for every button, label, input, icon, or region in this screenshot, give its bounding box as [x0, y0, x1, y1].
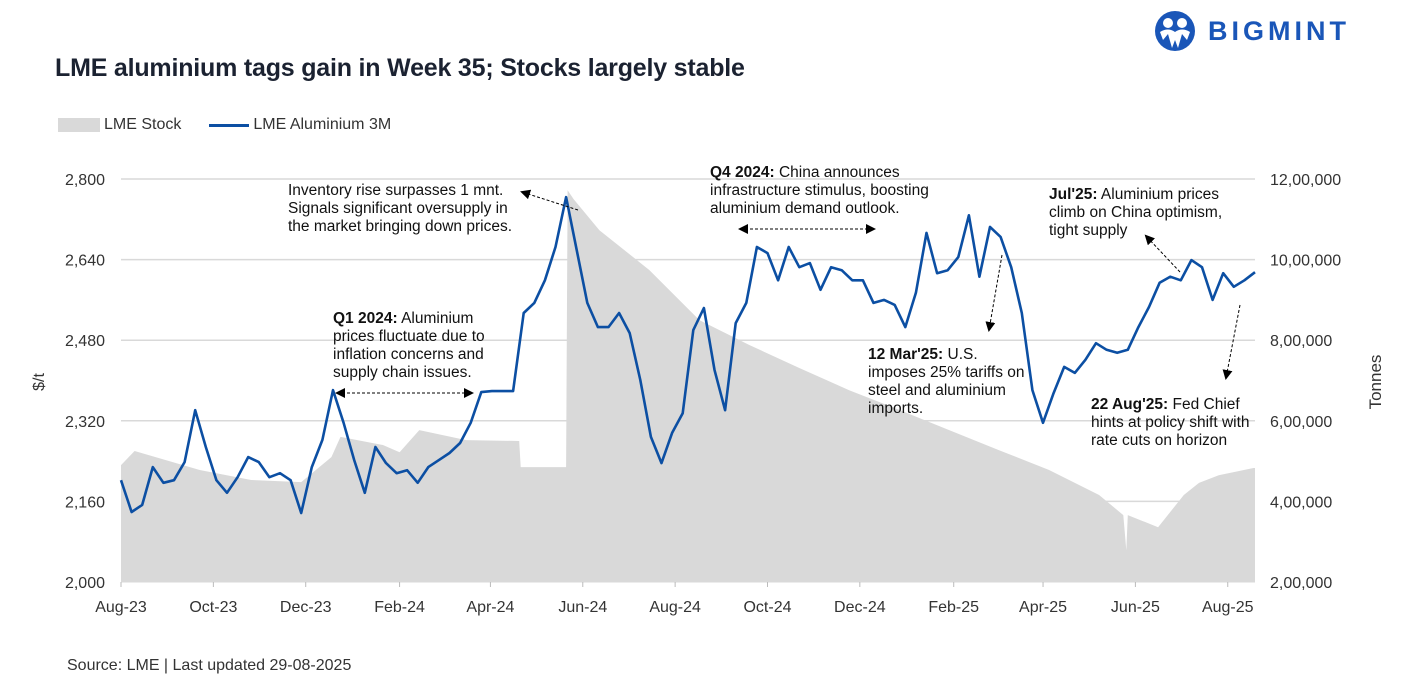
source-note: Source: LME | Last updated 29-08-2025: [67, 657, 352, 674]
x-tick-label: Jun-25: [1111, 599, 1160, 616]
y-right-tick-label: 12,00,000: [1270, 172, 1341, 189]
legend-swatch-stock: [58, 118, 100, 132]
y-left-tick-label: 2,000: [65, 575, 105, 592]
x-tick-label: Apr-24: [466, 599, 514, 616]
y-right-tick-label: 10,00,000: [1270, 253, 1341, 270]
annotation-inventory: Inventory rise surpasses 1 mnt. Signals …: [288, 182, 513, 235]
y-right-tick-label: 8,00,000: [1270, 333, 1332, 350]
annotation-arrow-jul-25: [1144, 234, 1181, 273]
bigmint-logo: BIGMINT: [1154, 10, 1350, 52]
x-tick-label: Feb-24: [374, 599, 425, 616]
x-tick-label: Apr-25: [1019, 599, 1067, 616]
y-left-tick-label: 2,160: [65, 494, 105, 511]
annotation-q4-2024: Q4 2024: China announces infrastructure …: [710, 164, 929, 217]
x-tick-label: Dec-23: [280, 599, 332, 616]
y-right-tick-label: 6,00,000: [1270, 414, 1332, 431]
legend-label-stock: LME Stock: [104, 116, 182, 133]
annotation-jul-25: Jul'25: Aluminium prices climb on China …: [1049, 186, 1223, 239]
x-tick-label: Jun-24: [558, 599, 607, 616]
annotation-mar-25: 12 Mar'25: U.S. imposes 25% tariffs on s…: [868, 346, 1025, 417]
x-tick-label: Feb-25: [928, 599, 979, 616]
y-left-tick-label: 2,800: [65, 172, 105, 189]
y-right-axis-title: Tonnes: [1366, 355, 1385, 410]
legend-label-aluminium: LME Aluminium 3M: [253, 116, 392, 133]
x-tick-label: Aug-24: [649, 599, 701, 616]
y-left-tick-label: 2,640: [65, 253, 105, 270]
y-left-tick-label: 2,480: [65, 333, 105, 350]
y-left-axis-title: $/t: [31, 373, 48, 391]
annotation-arrow-aug-25: [1222, 304, 1241, 380]
x-tick-label: Dec-24: [834, 599, 886, 616]
x-tick-label: Oct-24: [743, 599, 791, 616]
annotation-q1-2024: Q1 2024: Aluminium prices fluctuate due …: [333, 310, 485, 381]
x-tick-label: Aug-23: [95, 599, 147, 616]
logo-text: BIGMINT: [1208, 15, 1350, 46]
stock-area: [121, 190, 1255, 583]
y-right-tick-label: 2,00,000: [1270, 575, 1332, 592]
x-tick-label: Aug-25: [1202, 599, 1254, 616]
aluminium-price-line: [119, 195, 1256, 515]
bigmint-logo-icon: [1155, 11, 1195, 51]
x-tick-label: Oct-23: [189, 599, 237, 616]
annotation-aug-25: 22 Aug'25: Fed Chief hints at policy shi…: [1091, 396, 1250, 449]
legend: LME Stock LME Aluminium 3M: [58, 116, 391, 134]
chart-title: LME aluminium tags gain in Week 35; Stoc…: [55, 54, 745, 82]
legend-swatch-aluminium: [209, 123, 250, 127]
y-left-tick-label: 2,320: [65, 414, 105, 431]
annotation-arrow-mar-25: [985, 254, 1003, 332]
y-right-tick-label: 4,00,000: [1270, 494, 1332, 511]
